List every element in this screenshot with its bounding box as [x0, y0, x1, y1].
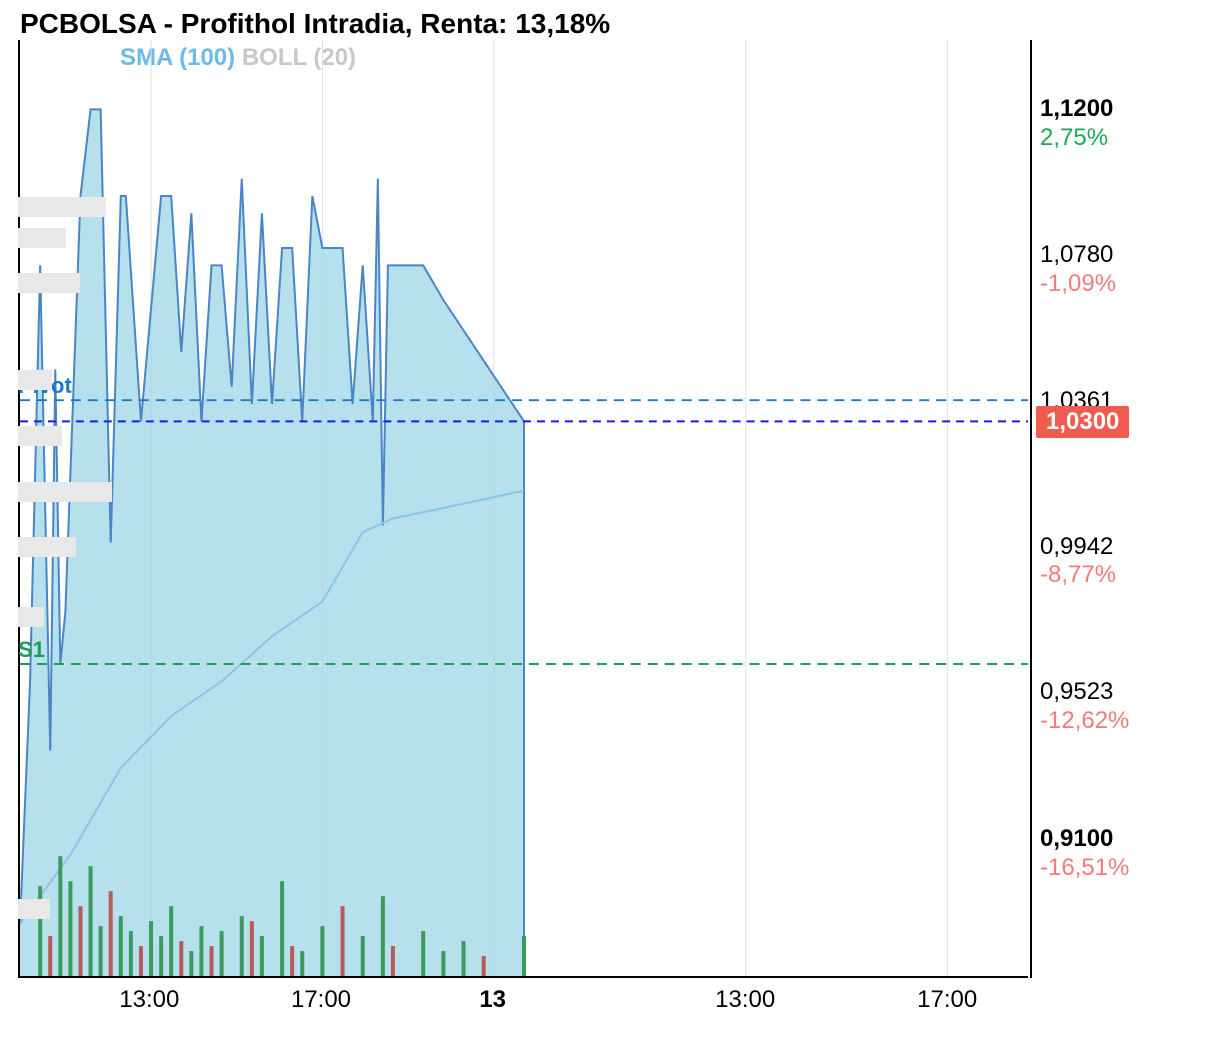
x-axis-label: 17:00	[917, 986, 977, 1014]
depth-bar	[18, 899, 50, 919]
chart-title: PCBOLSA - Profithol Intradia, Renta: 13,…	[20, 8, 610, 40]
current-price-tag: 1,0300	[1036, 406, 1129, 438]
y-axis-label: 0,9942-8,77%	[1040, 533, 1116, 591]
depth-bar	[18, 482, 112, 502]
y-axis-label: 1,12002,75%	[1040, 95, 1113, 153]
s1-label: S1	[18, 637, 45, 663]
chart-svg	[20, 40, 1028, 976]
depth-bar	[18, 228, 66, 248]
depth-bar	[18, 426, 62, 446]
y-axis-label: 1,0780-1,09%	[1040, 241, 1116, 299]
chart-plot-area[interactable]	[18, 40, 1028, 978]
depth-bar	[18, 537, 76, 557]
x-axis-label: 17:00	[291, 986, 351, 1014]
depth-bar	[18, 273, 80, 293]
y-axis-label: 0,9100-16,51%	[1040, 825, 1129, 883]
depth-bar	[18, 607, 44, 627]
depth-bar	[18, 370, 52, 390]
x-axis-label: 13:00	[119, 986, 179, 1014]
y-axis	[1030, 40, 1032, 978]
x-axis-label: 13	[479, 986, 506, 1014]
depth-bar	[18, 197, 106, 217]
x-axis-label: 13:00	[715, 986, 775, 1014]
y-axis-label: 0,9523-12,62%	[1040, 678, 1129, 736]
